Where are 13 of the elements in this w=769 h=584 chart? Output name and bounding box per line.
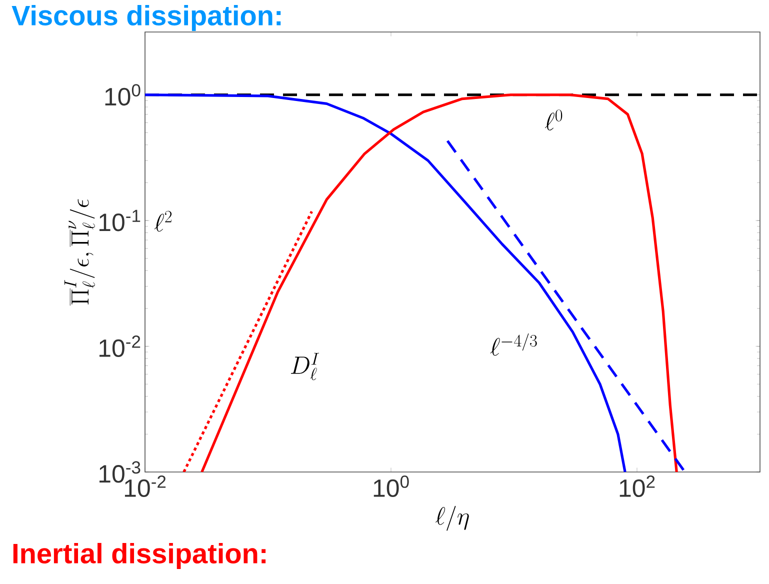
y-tick-label: 10$^{-1}$ <box>100 210 140 232</box>
y-tick-label: 10$^{0}$ <box>105 84 140 106</box>
annotation: $D_\ell^I$ <box>290 352 320 380</box>
y-tick-label: 10$^{-2}$ <box>100 336 140 358</box>
text: Viscous dissipation: <box>12 4 281 32</box>
annotation: $\ell^{-4/3}$ <box>490 333 537 356</box>
x-tick-label: 10$^{2}$ <box>620 476 655 498</box>
x-tick-label: 10$^{0}$ <box>374 476 409 498</box>
x-axis-title: $\ell/\eta$ <box>436 506 469 531</box>
y-axis-title: $\overline{\Pi}_\ell^I/\epsilon, \overline{\Pi}_\ell^\nu/\epsilon$ <box>64 199 95 306</box>
annotation: $\ell^2$ <box>154 210 172 232</box>
annotation: $\ell^0$ <box>544 110 562 130</box>
text: Inertial dissipation: <box>13 542 266 570</box>
